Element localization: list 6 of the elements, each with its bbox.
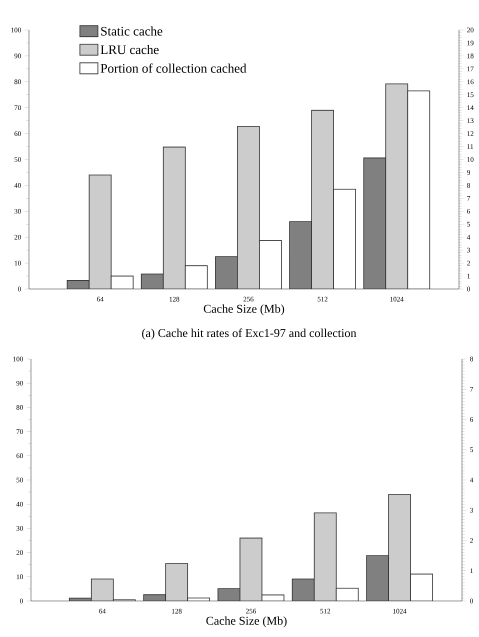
legend-label: Portion of collection cached xyxy=(100,63,246,73)
text: (a) Cache hit rates of Exc1-97 and collection xyxy=(142,328,356,340)
legend-label: LRU cache xyxy=(100,44,159,54)
x-axis-title: Cache Size (Mb) xyxy=(206,616,287,628)
x-axis-title: Cache Size (Mb) xyxy=(204,304,284,316)
legend-label: Static cache xyxy=(101,26,162,36)
